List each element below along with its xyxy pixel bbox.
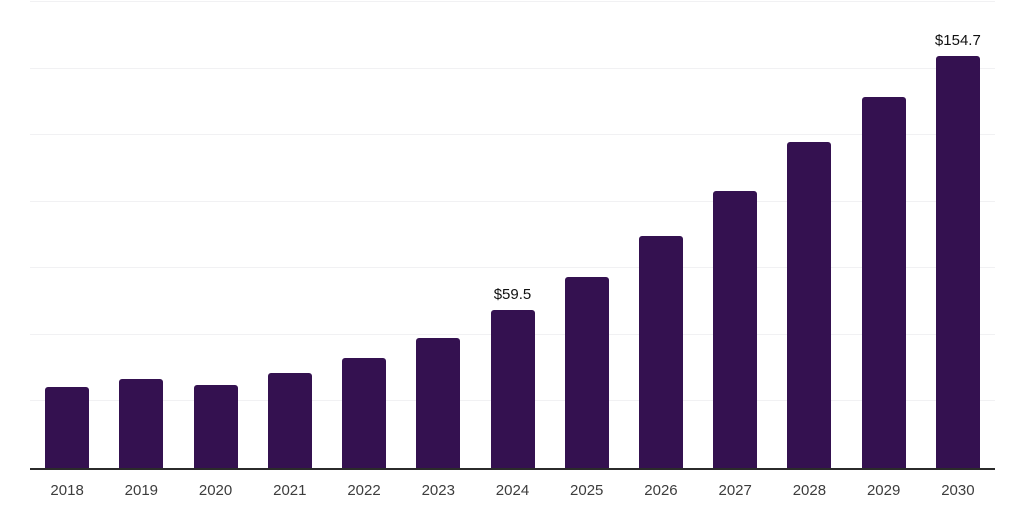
bar-2018	[45, 387, 90, 468]
bar-2021	[267, 372, 312, 468]
x-tick-label-2027: 2027	[718, 482, 752, 499]
x-tick-label-2023: 2023	[421, 482, 455, 499]
gridline	[30, 67, 995, 69]
bar-2030	[935, 56, 980, 468]
x-tick-label-2029: 2029	[866, 482, 901, 499]
bar-2027	[713, 190, 758, 468]
x-tick-label-2025: 2025	[570, 482, 604, 499]
bar-2020	[193, 384, 238, 468]
bar-2029	[861, 97, 906, 468]
x-tick-label-2021: 2021	[273, 482, 307, 499]
x-tick-label-2019: 2019	[124, 482, 159, 499]
x-tick-label-2028: 2028	[792, 482, 827, 499]
x-tick-label-2026: 2026	[644, 482, 678, 499]
x-tick-label-2020: 2020	[198, 482, 233, 499]
bar-value-label-2024: $59.5	[493, 285, 532, 303]
bar-2019	[119, 379, 164, 468]
bar-2028	[787, 142, 832, 468]
gridline	[30, 267, 995, 269]
gridline	[30, 1, 995, 2]
gridline	[30, 134, 995, 136]
x-tick-label-2030: 2030	[941, 482, 975, 499]
plot-area: $59.5 $154.7	[30, 0, 995, 470]
bar-2026	[638, 236, 683, 468]
x-tick-label-2024: 2024	[495, 482, 530, 499]
bar-2025	[564, 276, 609, 468]
bar-2024	[490, 309, 535, 468]
bar-value-label-2030: $154.7	[934, 32, 981, 50]
gridline	[30, 200, 995, 202]
bar-2023	[416, 337, 461, 468]
x-tick-label-2022: 2022	[347, 482, 381, 499]
x-axis: 2018 2019 2020 2021 2022 2023 2024 2025 2026 2027…	[30, 482, 995, 504]
bar-2022	[342, 358, 387, 468]
x-tick-label-2018: 2018	[50, 482, 84, 499]
